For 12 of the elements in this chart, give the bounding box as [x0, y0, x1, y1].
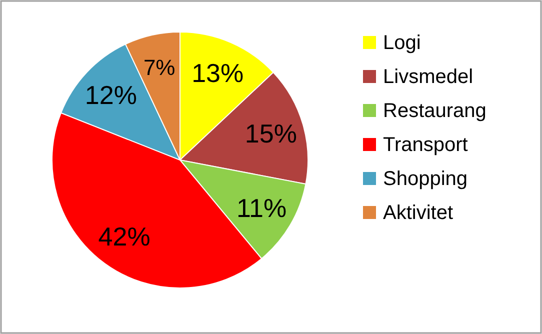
legend-label: Livsmedel	[383, 66, 474, 88]
legend-label: Transport	[383, 134, 468, 156]
data-label: 11%	[236, 193, 287, 224]
legend-label: Shopping	[383, 168, 468, 190]
legend-label: Aktivitet	[383, 202, 454, 224]
data-label: 12%	[84, 80, 137, 110]
data-label: 15%	[244, 118, 297, 149]
legend-label: Logi	[383, 32, 421, 54]
data-label: 7%	[143, 55, 176, 80]
data-label: 13%	[192, 58, 244, 88]
data-label: 42%	[98, 222, 150, 252]
legend-label: Restaurang	[383, 100, 486, 122]
